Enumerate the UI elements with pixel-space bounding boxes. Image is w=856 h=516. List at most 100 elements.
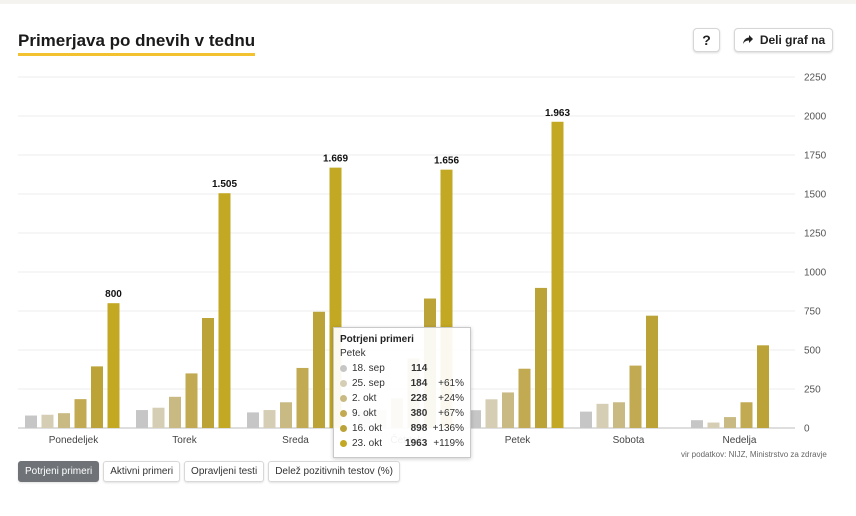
tooltip-row: 9. okt 380 +67% <box>340 406 464 421</box>
bar-torek-3 <box>169 396 181 428</box>
bar-sreda-4 <box>296 367 309 428</box>
legend-dot-icon <box>340 365 347 372</box>
tooltip-row: 18. sep 114 <box>340 361 464 376</box>
bar-ponedeljek-2 <box>41 414 54 428</box>
tab-3[interactable]: Opravljeni testi <box>184 461 265 482</box>
data-label: 800 <box>105 289 122 300</box>
bar-sreda-1 <box>247 412 259 428</box>
bar-torek-5 <box>202 318 214 428</box>
bar-sobota-1 <box>580 411 592 428</box>
bar-torek-1 <box>136 410 148 428</box>
bar-nedelja-1 <box>691 420 703 428</box>
help-button[interactable]: ? <box>693 28 720 52</box>
bar-sobota-2 <box>596 403 609 428</box>
bar-petek-3 <box>502 392 514 428</box>
y-tick-label: 2000 <box>804 112 827 123</box>
bar-sobota-5 <box>646 315 658 428</box>
bar-nedelja-4 <box>740 402 753 428</box>
y-axis: 0 250 500 750 1000 1250 1500 1750 2000 2250 <box>804 73 827 435</box>
tooltip-date: 2. okt <box>352 393 377 404</box>
tooltip-value: 380 <box>410 408 428 419</box>
bar-sreda-5 <box>313 311 325 428</box>
legend-dot-icon <box>340 425 347 432</box>
help-button-label: ? <box>702 32 711 48</box>
bar-petek-1 <box>469 410 481 428</box>
metric-tabs: Potrjeni primeri Aktivni primeri Opravljen… <box>18 461 401 482</box>
chart-title: Primerjava po dnevih v tednu <box>18 31 256 56</box>
bar-petek-6 <box>551 121 564 428</box>
top-band <box>0 0 856 4</box>
bar-torek-4 <box>185 373 198 428</box>
tooltip-title: Potrjeni primeri <box>340 334 414 345</box>
tooltip-change: +119% <box>433 438 464 449</box>
tab-2[interactable]: Aktivni primeri <box>103 461 181 482</box>
x-category-label: Torek <box>172 435 197 446</box>
bar-ponedeljek-1 <box>25 415 37 428</box>
y-tick-label: 0 <box>804 424 810 435</box>
bar-petek-4 <box>518 368 531 428</box>
bar-nedelja-3 <box>724 417 736 428</box>
tooltip-value: 114 <box>411 363 428 374</box>
bar-sobota-4 <box>629 365 642 428</box>
tab-4[interactable]: Delež pozitivnih testov (%) <box>268 461 401 482</box>
grid-lines <box>18 76 795 429</box>
legend-dot-icon <box>340 410 347 417</box>
data-label: 1.669 <box>323 154 348 165</box>
tooltip-date: 16. okt <box>352 423 383 434</box>
bar-sreda-3 <box>280 402 292 428</box>
data-label: 1.505 <box>212 179 237 190</box>
bar-torek-2 <box>152 407 165 428</box>
tooltip-day: Petek <box>340 348 366 359</box>
chart-tooltip: Potrjeni primeri Petek 18. sep 114 25. sep… <box>333 327 471 458</box>
tooltip-change: +67% <box>438 408 464 419</box>
tooltip-value: 898 <box>410 423 428 434</box>
bar-ponedeljek-5 <box>91 366 103 428</box>
x-category-label: Sreda <box>282 435 309 446</box>
tooltip-change: +61% <box>438 378 464 389</box>
tooltip-date: 25. sep <box>352 378 385 389</box>
tooltip-value: 1963 <box>405 438 428 449</box>
bar-petek-5 <box>535 287 547 428</box>
y-tick-label: 1750 <box>804 151 827 162</box>
data-labels: 800 1.505 1.669 1.656 1.963 <box>105 108 570 300</box>
bar-nedelja-2 <box>707 422 720 428</box>
y-tick-label: 1250 <box>804 229 827 240</box>
x-category-label: Ponedeljek <box>49 435 99 446</box>
y-tick-label: 1000 <box>804 268 827 279</box>
tooltip-date: 9. okt <box>352 408 377 419</box>
share-button-label: Deli graf na <box>759 33 826 47</box>
tooltip-change: +24% <box>438 393 464 404</box>
share-arrow-icon <box>742 35 753 44</box>
legend-dot-icon <box>340 440 347 447</box>
legend-dot-icon <box>340 380 347 387</box>
tooltip-row: 23. okt 1963 +119% <box>340 436 464 451</box>
tab-1[interactable]: Potrjeni primeri <box>18 461 100 482</box>
y-tick-label: 750 <box>804 307 821 318</box>
bar-torek-6 <box>218 193 231 428</box>
legend-dot-icon <box>340 395 347 402</box>
data-label: 1.963 <box>545 108 570 119</box>
x-category-label: Nedelja <box>723 435 757 446</box>
x-category-label: Petek <box>505 435 532 446</box>
y-tick-label: 2250 <box>804 73 827 84</box>
data-label: 1.656 <box>434 156 459 167</box>
x-category-label: Sobota <box>613 435 645 446</box>
tooltip-date: 18. sep <box>352 363 385 374</box>
share-button[interactable]: Deli graf na <box>734 28 833 52</box>
bar-ponedeljek-6 <box>107 303 120 428</box>
tooltip-row: 25. sep 184 +61% <box>340 376 464 391</box>
tooltip-value: 228 <box>410 393 428 404</box>
bar-sobota-3 <box>613 402 625 428</box>
tooltip-row: 16. okt 898 +136% <box>340 421 464 436</box>
y-tick-label: 500 <box>804 346 821 357</box>
bar-sreda-2 <box>263 410 276 428</box>
tooltip-row: 2. okt 228 +24% <box>340 391 464 406</box>
data-source: vir podatkov: NIJZ, Ministrstvo za zdrav… <box>681 450 827 459</box>
y-tick-label: 250 <box>804 385 821 396</box>
bar-ponedeljek-4 <box>74 399 87 428</box>
tooltip-date: 23. okt <box>352 438 383 449</box>
bar-ponedeljek-3 <box>58 413 70 428</box>
tooltip-value: 184 <box>410 378 428 389</box>
bar-petek-2 <box>485 399 498 428</box>
y-tick-label: 1500 <box>804 190 827 201</box>
